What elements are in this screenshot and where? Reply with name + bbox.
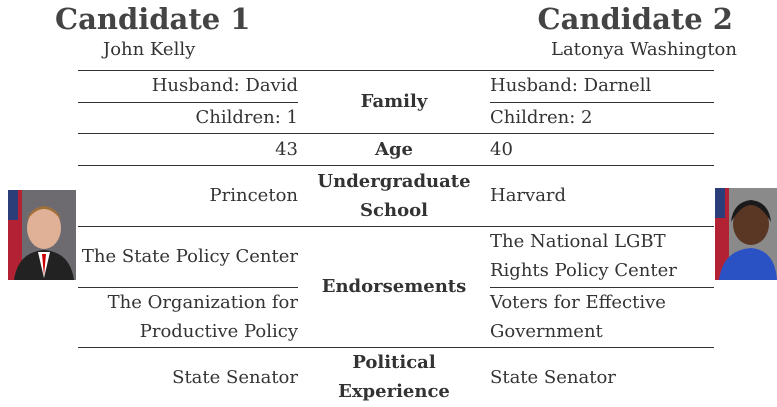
right-value: The National LGBT Rights Policy Center — [490, 231, 677, 282]
row-label: Age — [374, 138, 413, 160]
candidate-photo — [8, 190, 76, 280]
left-value: The State Policy Center — [81, 245, 298, 267]
right-value: Voters for Effective Government — [490, 291, 666, 342]
right-value: Harvard — [490, 185, 567, 206]
left-value: The Organization for Productive Policy — [107, 291, 298, 342]
right-value: Husband: Darnell — [490, 75, 652, 97]
left-value: 43 — [275, 138, 298, 160]
row-label: Family — [360, 91, 428, 112]
candidate-heading: Candidate 2 — [537, 2, 733, 36]
row-label: Endorsements — [321, 276, 467, 297]
right-value: 40 — [490, 138, 513, 160]
rule — [78, 226, 714, 227]
right-value: Children: 2 — [490, 106, 593, 128]
row-label: Undergraduate School — [317, 170, 471, 221]
right-value: State Senator — [490, 366, 616, 388]
rule — [78, 347, 714, 348]
candidate-photo — [715, 188, 777, 280]
left-value: Husband: David — [151, 75, 298, 97]
rule — [78, 165, 714, 166]
row-label: Political Experience — [338, 352, 450, 402]
candidate-name: John Kelly — [103, 39, 196, 60]
rule — [490, 101, 714, 103]
rule — [490, 286, 714, 288]
rule — [78, 133, 714, 134]
rule — [78, 101, 298, 103]
left-value: Princeton — [209, 185, 298, 206]
rule — [78, 286, 298, 288]
candidate-heading: Candidate 1 — [55, 2, 251, 36]
candidate-name: Latonya Washington — [550, 39, 737, 60]
left-value: Children: 1 — [195, 106, 299, 128]
rule — [78, 70, 714, 71]
left-value: State Senator — [172, 366, 298, 388]
